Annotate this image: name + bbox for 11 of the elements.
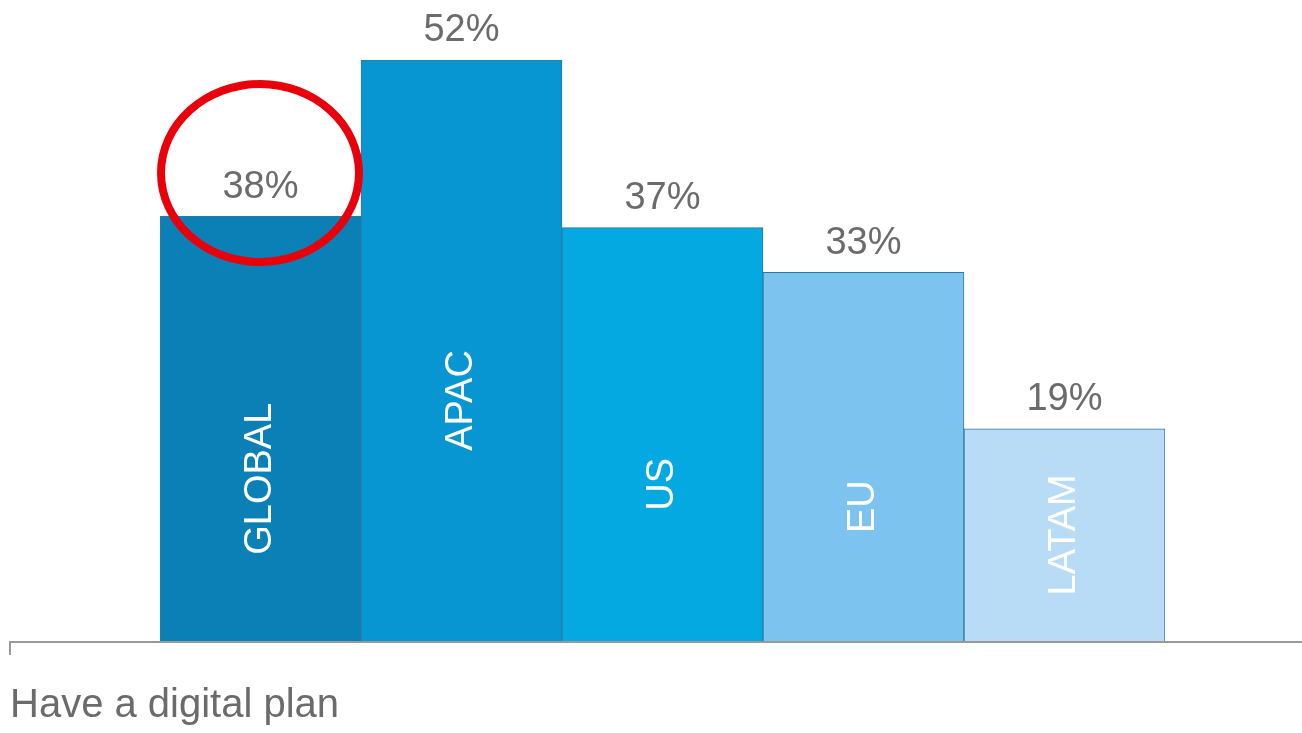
x-tick-label: US — [638, 457, 681, 511]
data-label: 38% — [222, 163, 299, 206]
x-tick-label: GLOBAL — [236, 402, 279, 555]
x-tick-label: LATAM — [1040, 474, 1083, 596]
data-label: 19% — [1026, 376, 1103, 419]
data-label: 52% — [423, 7, 500, 50]
data-label: 33% — [825, 219, 902, 262]
x-axis-title: Have a digital plan — [10, 681, 340, 726]
x-tick-label: EU — [839, 480, 882, 534]
data-label: 37% — [624, 175, 701, 218]
x-tick-label: APAC — [437, 350, 480, 451]
